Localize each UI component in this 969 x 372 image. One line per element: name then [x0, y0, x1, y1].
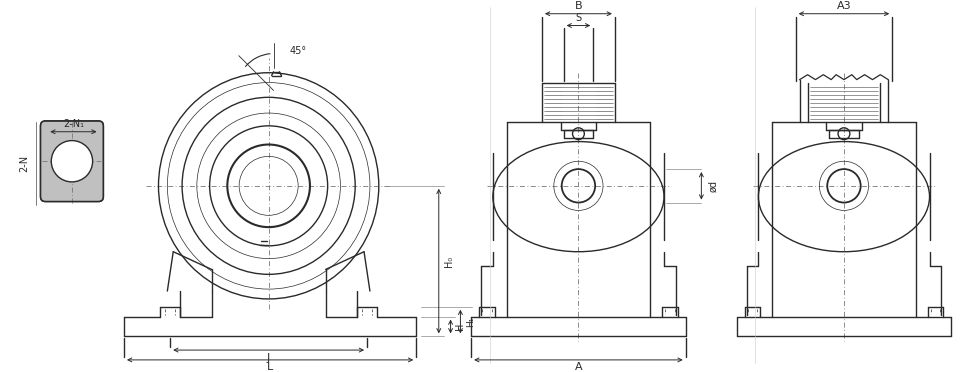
Text: B: B	[574, 1, 581, 11]
Text: A3: A3	[836, 1, 851, 11]
Text: J: J	[266, 353, 270, 363]
Text: ød: ød	[707, 180, 717, 192]
Text: H₁: H₁	[465, 316, 474, 327]
Circle shape	[51, 141, 92, 182]
Text: L: L	[266, 362, 273, 372]
Text: 45°: 45°	[290, 46, 306, 56]
Text: H: H	[454, 323, 465, 330]
Text: 2-N: 2-N	[19, 155, 30, 172]
Text: A: A	[574, 362, 581, 372]
FancyBboxPatch shape	[41, 121, 104, 202]
Text: 2-N₁: 2-N₁	[63, 119, 84, 129]
Text: S: S	[575, 13, 580, 23]
Text: H₀: H₀	[443, 256, 453, 267]
